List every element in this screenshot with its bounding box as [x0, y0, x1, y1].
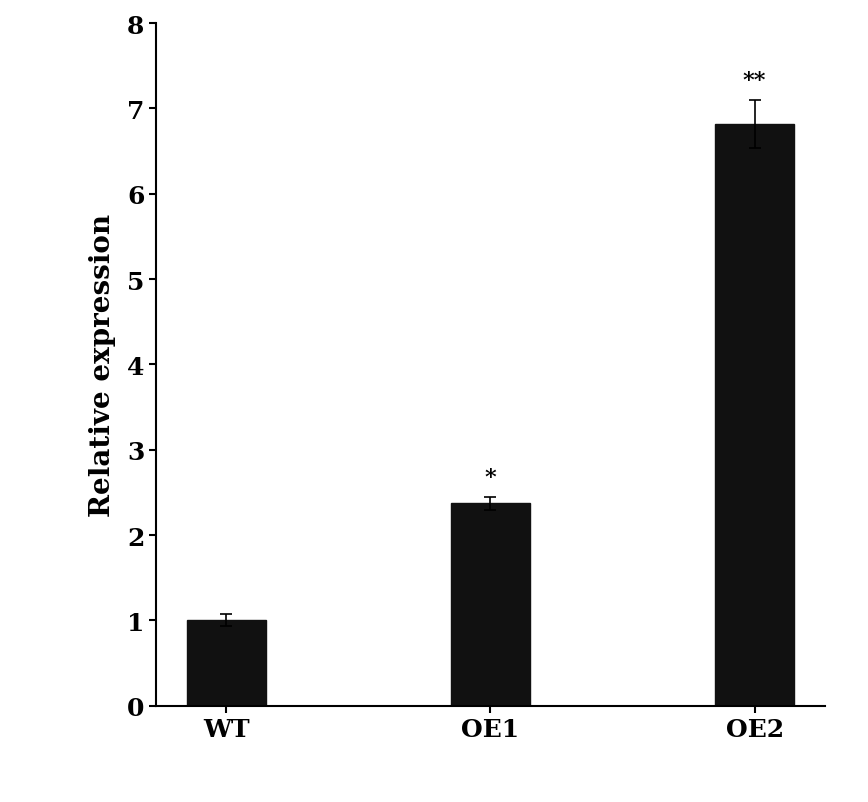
Text: *: * — [484, 467, 496, 488]
Y-axis label: Relative expression: Relative expression — [89, 213, 116, 516]
Bar — [187, 621, 266, 706]
Text: **: ** — [743, 71, 766, 92]
Bar — [450, 504, 530, 706]
Bar — [715, 124, 794, 706]
